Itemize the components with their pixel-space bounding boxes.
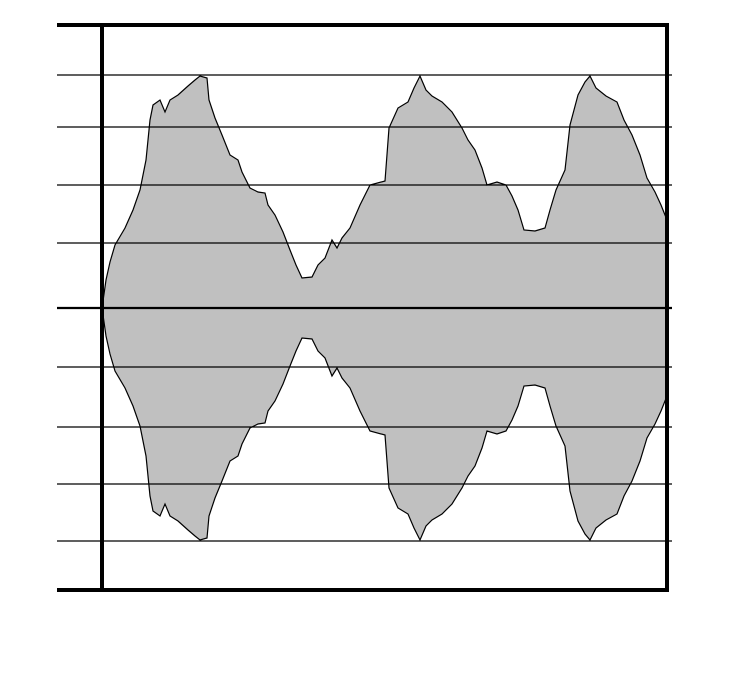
grid-lines — [57, 74, 672, 542]
